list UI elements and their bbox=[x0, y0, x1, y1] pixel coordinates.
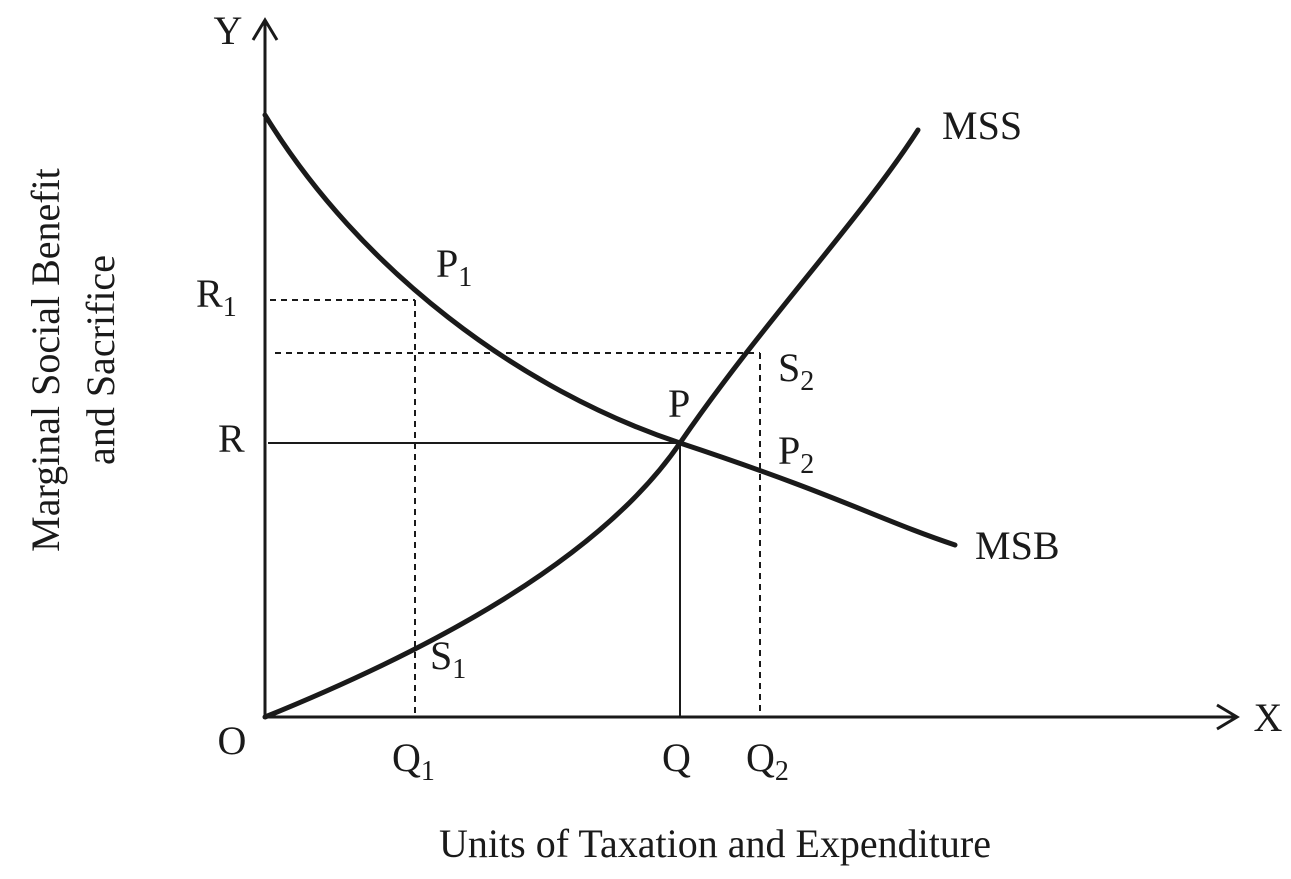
y-label: Y bbox=[214, 8, 243, 53]
x-title: Units of Taxation and Expenditure bbox=[439, 821, 991, 866]
y-title: Marginal Social Benefit bbox=[23, 168, 68, 552]
q1-label: Q1 bbox=[392, 735, 435, 787]
r1-label: R1 bbox=[196, 271, 237, 323]
mss-label: MSS bbox=[942, 103, 1022, 148]
q2-label: Q2 bbox=[746, 735, 789, 787]
x-label: X bbox=[1254, 695, 1283, 740]
s1-label: S1 bbox=[430, 633, 466, 685]
y-title: and Sacrifice bbox=[78, 255, 123, 465]
msb-label: MSB bbox=[975, 523, 1060, 568]
r-label: R bbox=[218, 416, 245, 461]
y-arrow bbox=[251, 17, 279, 41]
mss-curve bbox=[262, 127, 921, 720]
p-label: P bbox=[668, 381, 690, 426]
origin-label: O bbox=[218, 718, 247, 763]
s2-label: S2 bbox=[778, 345, 814, 397]
x-arrow bbox=[1216, 703, 1240, 731]
q-label: Q bbox=[662, 735, 691, 780]
p2-label: P2 bbox=[778, 428, 814, 480]
p1-label: P1 bbox=[436, 241, 472, 293]
msb-curve bbox=[262, 112, 958, 548]
